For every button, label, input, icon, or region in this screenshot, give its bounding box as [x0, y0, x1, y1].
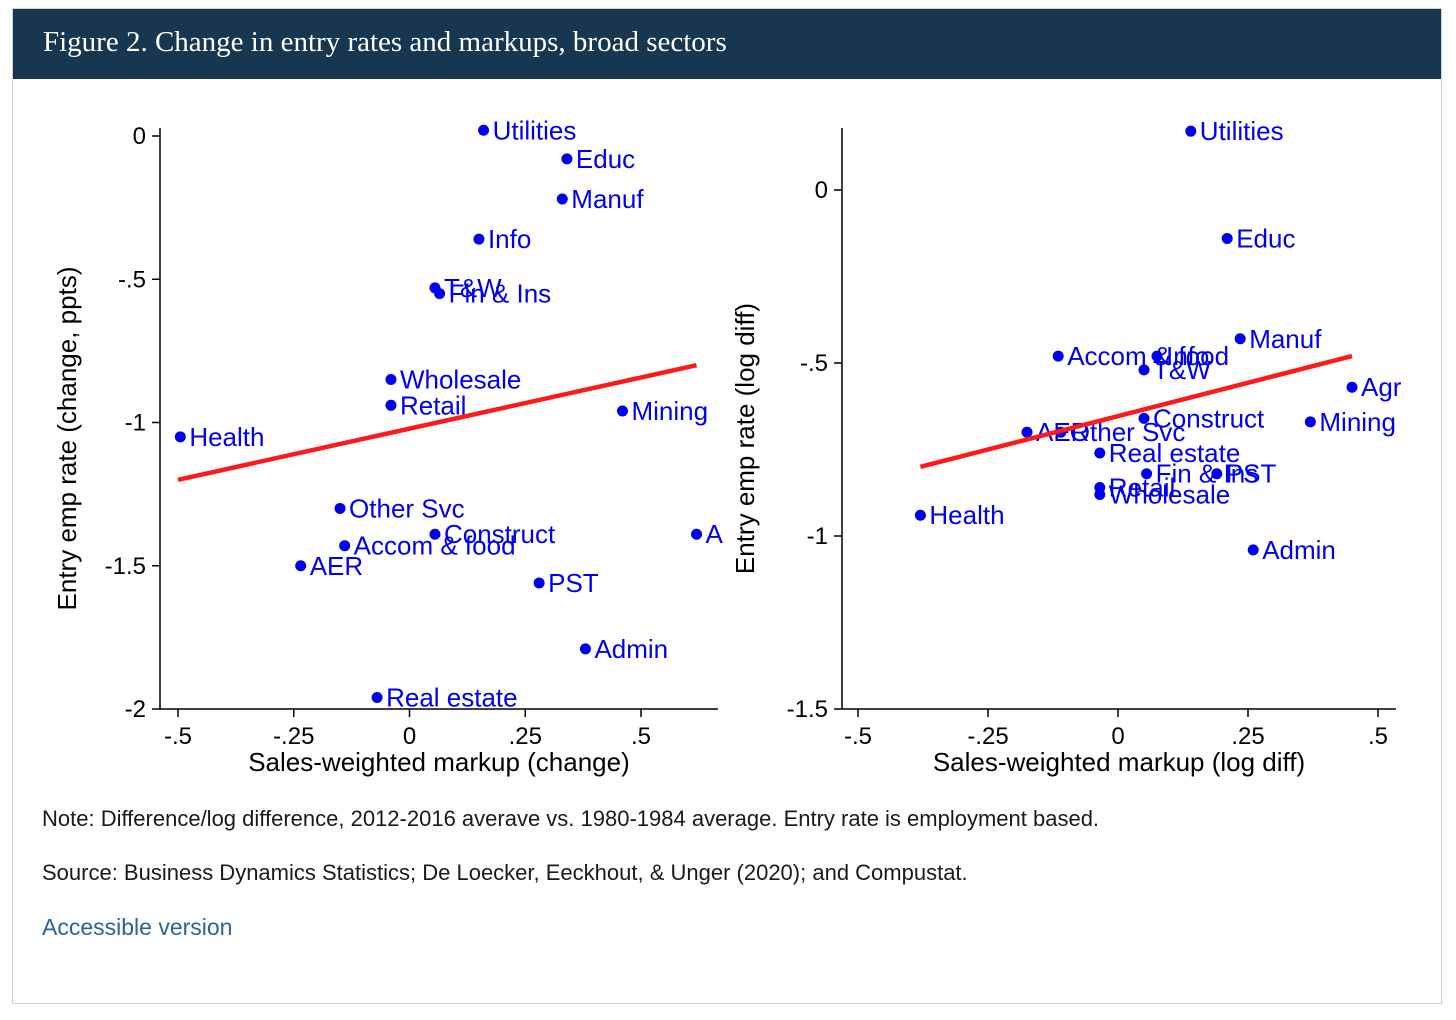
- chart2-point-label: Utilities: [1200, 116, 1284, 146]
- chart1-x-tick-label: .5: [631, 723, 651, 750]
- chart1-point-label: Fin & Ins: [449, 279, 552, 309]
- figure-title: Figure 2. Change in entry rates and mark…: [43, 26, 727, 58]
- chart1-point-label: Health: [189, 422, 264, 452]
- chart1-data-point: [429, 528, 441, 540]
- chart1-point-label: Utilities: [493, 115, 577, 145]
- chart2-data-point: [1346, 381, 1358, 393]
- chart2-point-label: Manuf: [1249, 324, 1322, 354]
- chart1-data-point: [616, 405, 628, 417]
- chart1-point-label: Admin: [594, 634, 668, 664]
- chart2-data-point: [1094, 447, 1106, 459]
- chart2-point-label: Admin: [1262, 535, 1336, 565]
- chart1-data-point: [334, 502, 346, 514]
- chart1-data-point: [556, 193, 568, 205]
- chart1-point-label: Real estate: [386, 683, 518, 713]
- chart1-data-point: [385, 399, 397, 411]
- chart1-y-axis-title: Entry emp rate (change, ppts): [52, 267, 82, 611]
- chart2-point-label: Real estate: [1109, 438, 1241, 468]
- chart2-data-point: [1141, 468, 1153, 480]
- chart2-point-label: Accom & food: [1067, 341, 1229, 371]
- chart2-point-label: Mining: [1319, 407, 1396, 437]
- chart1-y-tick-label: -1.5: [105, 553, 146, 580]
- chart1-point-label: AER: [310, 551, 363, 581]
- figure-source: Source: Business Dynamics Statistics; De…: [42, 860, 968, 885]
- figure-title-bar: Figure 2. Change in entry rates and mark…: [13, 9, 1441, 79]
- chart1-data-point: [579, 643, 591, 655]
- chart2-point-label: Retail: [1109, 473, 1175, 503]
- chart1-y-tick-label: -1: [125, 410, 146, 437]
- chart1-data-point: [295, 560, 307, 572]
- chart1-data-point: [174, 431, 186, 443]
- chart2-y-tick-label: 0: [815, 177, 828, 204]
- figure-frame: Figure 2. Change in entry rates and mark…: [12, 8, 1442, 1004]
- chart2-data-point: [1021, 426, 1033, 438]
- chart1-data-point: [478, 124, 490, 136]
- chart2-data-point: [1221, 232, 1233, 244]
- chart2-data-point: [1151, 350, 1163, 362]
- chart1-point-label: Manuf: [571, 184, 644, 214]
- chart2-point-label: T&W: [1153, 355, 1211, 385]
- chart2-x-tick-label: -.5: [844, 723, 872, 750]
- chart1-data-point: [561, 153, 573, 165]
- chart2-point-label: Health: [929, 500, 1004, 530]
- chart1-y-tick-label: 0: [133, 123, 146, 150]
- chart1-point-label: Info: [488, 224, 531, 254]
- chart2-data-point: [1094, 488, 1106, 500]
- chart1-point-label: Accom & food: [354, 531, 516, 561]
- chart1-x-axis-title: Sales-weighted markup (change): [248, 747, 630, 777]
- chart2-y-tick-label: -.5: [800, 350, 828, 377]
- chart2-point-label: Info: [1166, 341, 1209, 371]
- chart2-data-point: [1304, 416, 1316, 428]
- chart2-point-label: Fin & Ins: [1156, 459, 1259, 489]
- chart1-point-label: Mining: [631, 396, 708, 426]
- chart1-x-tick-label: .25: [509, 723, 542, 750]
- chart2-data-point: [1211, 468, 1223, 480]
- chart2-point-label: Wholesale: [1109, 479, 1230, 509]
- chart2-data-point: [914, 509, 926, 521]
- chart2-x-tick-label: .5: [1368, 723, 1388, 750]
- chart2-point-label: PST: [1226, 459, 1277, 489]
- chart1-point-label: PST: [548, 568, 599, 598]
- chart2-data-point: [1052, 350, 1064, 362]
- chart1-y-tick-label: -.5: [118, 266, 146, 293]
- chart2-fit-line: [919, 353, 1353, 469]
- chart2-x-tick-label: .25: [1231, 723, 1264, 750]
- chart1-point-label: A: [706, 519, 724, 549]
- chart1-point-label: Other Svc: [349, 493, 465, 523]
- chart2-point-label: Agr: [1361, 372, 1402, 402]
- chart2-data-point: [1138, 364, 1150, 376]
- chart2-data-point: [1234, 333, 1246, 345]
- chart1-point-label: T&W: [444, 273, 502, 303]
- chart2-point-label: Educ: [1236, 223, 1295, 253]
- chart1-data-point: [691, 528, 703, 540]
- chart1-x-tick-label: 0: [403, 723, 416, 750]
- chart1-point-label: Retail: [400, 390, 466, 420]
- chart2-y-axis-title: Entry emp rate (log diff): [730, 303, 760, 574]
- chart2-data-point: [1247, 544, 1259, 556]
- chart2-data-point: [1185, 125, 1197, 137]
- chart1-x-tick-label: -.25: [273, 723, 314, 750]
- chart1-data-point: [533, 577, 545, 589]
- chart1-data-point: [473, 233, 485, 245]
- chart1-data-point: [385, 374, 397, 386]
- chart1-data-point: [434, 288, 446, 300]
- chart2-y-tick-label: -1: [807, 523, 828, 550]
- chart2-y-tick-label: -1.5: [787, 696, 828, 723]
- chart2-point-label: Construct: [1153, 403, 1265, 433]
- figure-note: Note: Difference/log difference, 2012-20…: [42, 806, 1100, 831]
- chart1-data-point: [339, 540, 351, 552]
- chart1-y-tick-label: -2: [125, 696, 146, 723]
- chart1-point-label: Educ: [576, 144, 635, 174]
- chart1-point-label: Wholesale: [400, 365, 521, 395]
- chart2-data-point: [1138, 412, 1150, 424]
- chart2-x-tick-label: 0: [1111, 723, 1124, 750]
- chart2-x-axis-title: Sales-weighted markup (log diff): [933, 747, 1305, 777]
- chart1-data-point: [371, 692, 383, 704]
- chart1-fit-line: [177, 363, 698, 482]
- accessible-version-link[interactable]: Accessible version: [42, 914, 233, 940]
- chart2-x-tick-label: -.25: [967, 723, 1008, 750]
- chart1-x-tick-label: -.5: [164, 723, 192, 750]
- chart1-point-label: Construct: [444, 519, 556, 549]
